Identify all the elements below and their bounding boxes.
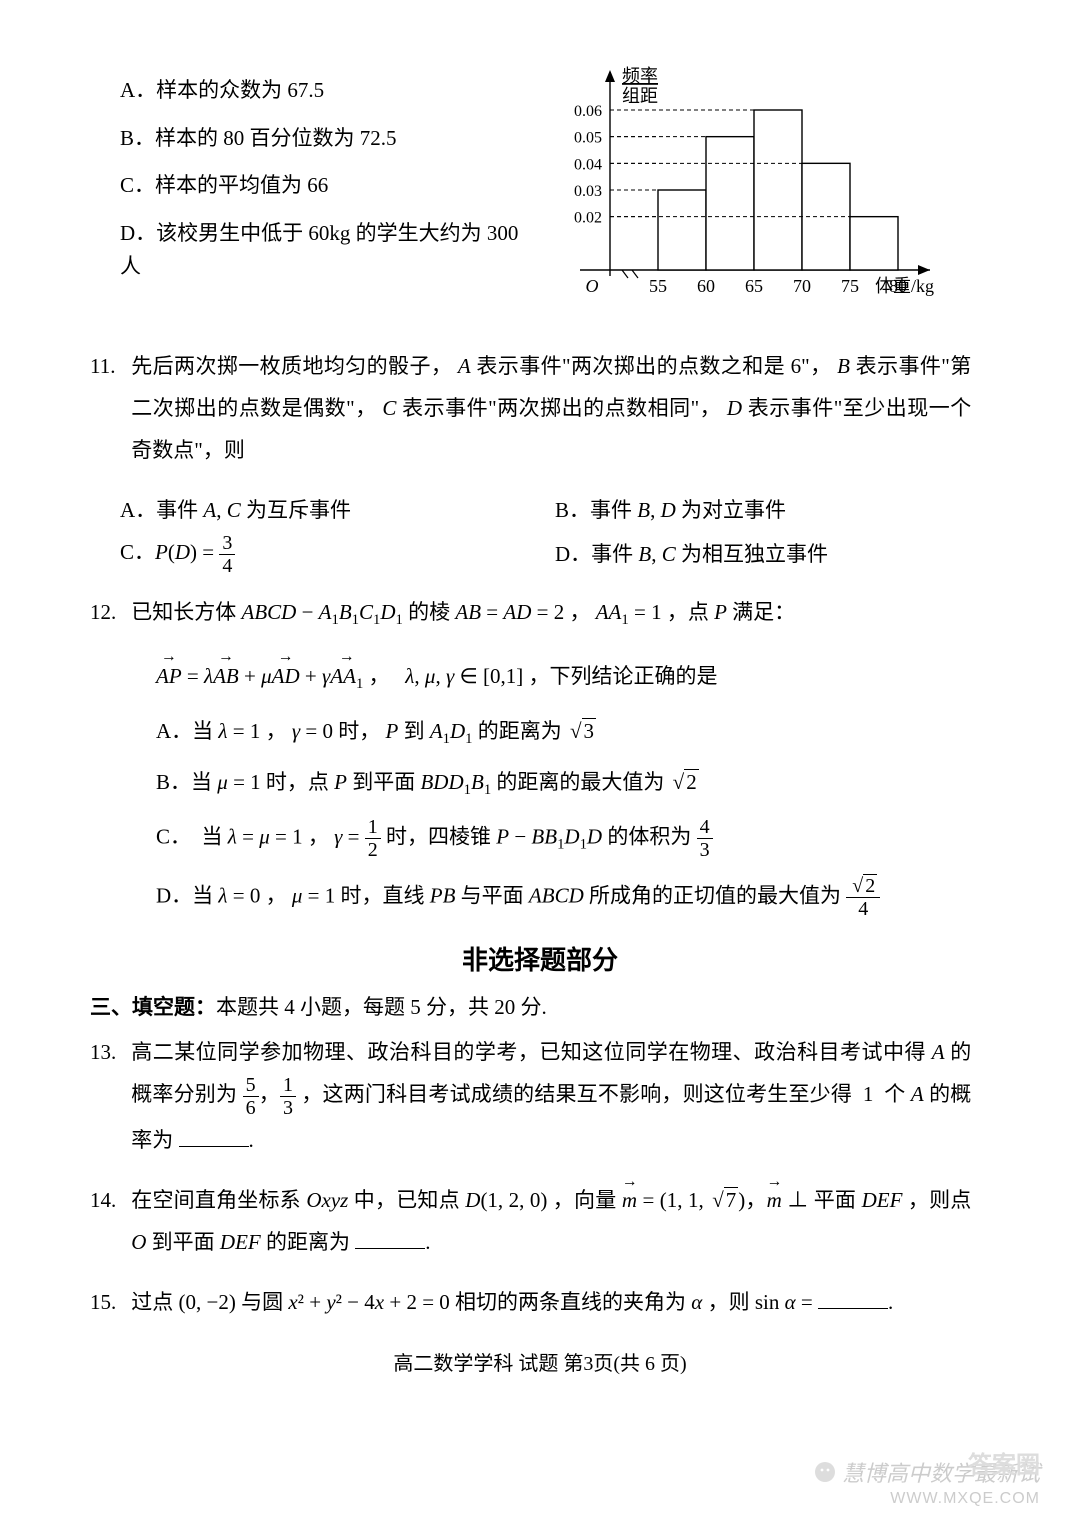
frac-den: 3 xyxy=(280,1097,296,1119)
frac-num: 1 xyxy=(365,816,381,839)
q11-options-row2: C．P(D) = 3 4 D．事件 B, C 为相互独立事件 xyxy=(120,531,990,577)
watermark-site: WWW.MXQE.COM xyxy=(814,1490,1040,1508)
q12: 12. 已知长方体 ABCD − A1B1C1D1 的棱 AB = AD = 2… xyxy=(90,591,990,636)
q12-opt-b: B．当 μ = 1 时，点 P 到平面 BDD1B1 的距离的最大值为 2 xyxy=(156,766,990,803)
sqrt-val: 2 xyxy=(863,874,877,897)
q14-stem: 在空间直角坐标系 Oxyz 中，已知点 D(1, 2, 0) ，向量 m = (… xyxy=(131,1179,971,1263)
svg-text:0.06: 0.06 xyxy=(574,103,602,120)
q10-options: A．样本的众数为 67.5 B．样本的 80 百分位数为 72.5 C．样本的平… xyxy=(90,60,530,298)
q10-opt-c: C．样本的平均值为 66 xyxy=(120,169,530,203)
q11-c-pre: C． xyxy=(120,540,155,564)
q15-number: 15. xyxy=(90,1281,126,1323)
svg-text:75: 75 xyxy=(841,276,859,296)
q15-stem: 过点 (0, −2) 与圆 x² + y² − 4x + 2 = 0 相切的两条… xyxy=(131,1281,971,1323)
sqrt-val: 3 xyxy=(582,718,597,743)
q13-number: 13. xyxy=(90,1031,126,1073)
q12-stem: 已知长方体 ABCD − A1B1C1D1 的棱 AB = AD = 2 ， A… xyxy=(131,591,971,636)
watermark-text: 慧博高中数学最新试 xyxy=(842,1456,1040,1488)
frac-den: 2 xyxy=(365,839,381,861)
frac-num: 3 xyxy=(219,532,235,555)
q11-opt-b: B．事件 B, D 为对立事件 xyxy=(555,489,990,531)
q14-blank xyxy=(355,1227,425,1249)
q12-opt-c: C． 当 λ = μ = 1 ， γ = 12 时，四棱锥 P − BB1D1D… xyxy=(156,816,990,861)
q12-vector-eq: AP = λAB + μAD + γAA1 ， λ, μ, γ ∈ [0,1] … xyxy=(156,653,990,701)
section2-title: 非选择题部分 xyxy=(90,940,990,977)
svg-text:体重/kg: 体重/kg xyxy=(875,276,934,296)
q13: 13. 高二某位同学参加物理、政治科目的学考，已知这位同学在物理、政治科目考试中… xyxy=(90,1031,990,1161)
q11-stem: 先后两次掷一枚质地均匀的骰子， A 表示事件"两次掷出的点数之和是 6"， B … xyxy=(131,345,971,471)
svg-text:0.02: 0.02 xyxy=(574,210,602,227)
sqrt-val: 2 xyxy=(684,769,699,794)
svg-text:0.04: 0.04 xyxy=(574,156,602,173)
frac-num: 5 xyxy=(243,1074,259,1097)
q11-opt-a: A．事件 A, C 为互斥事件 xyxy=(120,489,555,531)
q10-histogram: 频率组距0.020.030.040.050.06556065707580O体重/… xyxy=(540,60,940,315)
q13-blank xyxy=(179,1125,249,1147)
frac-num: 4 xyxy=(697,816,713,839)
svg-text:60: 60 xyxy=(697,276,715,296)
q10-region: A．样本的众数为 67.5 B．样本的 80 百分位数为 72.5 C．样本的平… xyxy=(90,60,990,315)
svg-text:频率: 频率 xyxy=(622,66,658,86)
sqrt-val: 7 xyxy=(724,1187,739,1212)
frac-den: 4 xyxy=(846,898,880,920)
q11-opt-d: D．事件 B, C 为相互独立事件 xyxy=(555,533,990,575)
watermark: 答案圈 慧博高中数学最新试 WWW.MXQE.COM xyxy=(814,1456,1040,1508)
q11-c-frac: 3 4 xyxy=(219,532,235,577)
q10-opt-b: B．样本的 80 百分位数为 72.5 xyxy=(120,122,530,156)
svg-text:0.05: 0.05 xyxy=(574,130,602,147)
svg-text:55: 55 xyxy=(649,276,667,296)
svg-text:O: O xyxy=(586,276,599,296)
q14-number: 14. xyxy=(90,1179,126,1221)
svg-text:0.03: 0.03 xyxy=(574,183,602,200)
q12-opt-a: A．当 λ = 1 ， γ = 0 时， P 到 A1D1 的距离为 3 xyxy=(156,715,990,752)
q12-opt-d: D．当 λ = 0 ， μ = 1 时，直线 PB 与平面 ABCD 所成角的正… xyxy=(156,875,990,920)
q10-opt-a: A．样本的众数为 67.5 xyxy=(120,74,530,108)
page-footer: 高二数学学科 试题 第3页(共 6 页) xyxy=(90,1347,990,1376)
q15-blank xyxy=(818,1287,888,1309)
frac-den: 6 xyxy=(243,1097,259,1119)
q15: 15. 过点 (0, −2) 与圆 x² + y² − 4x + 2 = 0 相… xyxy=(90,1281,990,1323)
q11-opt-c: C．P(D) = 3 4 xyxy=(120,531,555,577)
svg-text:65: 65 xyxy=(745,276,763,296)
wechat-icon xyxy=(814,1461,836,1483)
q12-number: 12. xyxy=(90,591,126,633)
frac-den: 4 xyxy=(219,555,235,577)
svg-text:组距: 组距 xyxy=(622,86,658,106)
q11-number: 11. xyxy=(90,345,126,387)
svg-text:70: 70 xyxy=(793,276,811,296)
watermark-corner: 答案圈 xyxy=(968,1445,1040,1480)
frac-num: 1 xyxy=(280,1074,296,1097)
q13-stem: 高二某位同学参加物理、政治科目的学考，已知这位同学在物理、政治科目考试中得 A … xyxy=(131,1031,971,1161)
q11-options-row1: A．事件 A, C 为互斥事件 B．事件 B, D 为对立事件 xyxy=(120,489,990,531)
q11: 11. 先后两次掷一枚质地均匀的骰子， A 表示事件"两次掷出的点数之和是 6"… xyxy=(90,345,990,471)
q10-opt-d: D．该校男生中低于 60kg 的学生大约为 300 人 xyxy=(120,217,530,284)
section2-sub: 三、填空题：本题共 4 小题，每题 5 分，共 20 分. xyxy=(90,991,990,1021)
frac-den: 3 xyxy=(697,839,713,861)
watermark-logo: 慧博高中数学最新试 xyxy=(814,1456,1040,1488)
q14: 14. 在空间直角坐标系 Oxyz 中，已知点 D(1, 2, 0) ，向量 m… xyxy=(90,1179,990,1263)
